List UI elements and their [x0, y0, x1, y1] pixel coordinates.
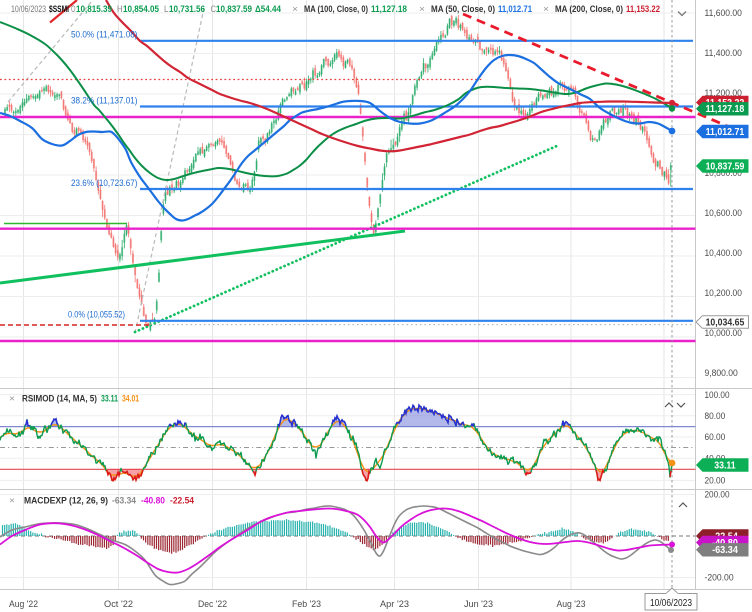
svg-text:Feb '23: Feb '23 [292, 599, 321, 610]
svg-text:50.0% (11,471.08): 50.0% (11,471.08) [71, 30, 138, 40]
svg-text:38.2% (11,137.01): 38.2% (11,137.01) [71, 96, 138, 106]
svg-text:200.00: 200.00 [705, 490, 730, 501]
svg-text:0.0% (10,055.52): 0.0% (10,055.52) [68, 310, 125, 320]
svg-text:33.11: 33.11 [714, 460, 736, 471]
svg-text:H: H [117, 4, 123, 15]
svg-text:10,000.00: 10,000.00 [705, 328, 742, 339]
svg-text:100.00: 100.00 [705, 390, 730, 401]
svg-text:×: × [9, 496, 15, 507]
svg-text:×: × [9, 394, 15, 405]
svg-text:11,400.00: 11,400.00 [705, 48, 742, 59]
svg-text:MA (100, Close, 0): MA (100, Close, 0) [304, 4, 368, 15]
svg-text:MA (50, Close, 0): MA (50, Close, 0) [431, 4, 495, 15]
svg-text:33.11: 33.11 [101, 394, 119, 405]
svg-text:23.6% (10,723.67): 23.6% (10,723.67) [71, 178, 138, 188]
svg-text:10,600.00: 10,600.00 [705, 208, 742, 219]
svg-text:10,400.00: 10,400.00 [705, 248, 742, 259]
svg-text:O: O [71, 4, 76, 15]
svg-text:×: × [419, 4, 425, 15]
svg-text:-200.00: -200.00 [705, 573, 734, 584]
svg-text:60.00: 60.00 [705, 432, 726, 443]
svg-text:10,837.59: 10,837.59 [706, 161, 745, 172]
svg-text:MACDEXP (12, 26, 9): MACDEXP (12, 26, 9) [24, 496, 108, 507]
svg-text:11,153.22: 11,153.22 [626, 4, 660, 15]
svg-text:Δ54.44: Δ54.44 [255, 4, 282, 15]
svg-text:80.00: 80.00 [705, 411, 726, 422]
svg-text:10,200.00: 10,200.00 [705, 288, 742, 299]
svg-text:10/06/2023: 10/06/2023 [650, 598, 692, 609]
svg-text:-40.80: -40.80 [141, 496, 165, 507]
svg-text:×: × [543, 4, 549, 15]
svg-text:Dec '22: Dec '22 [198, 599, 227, 610]
svg-text:20.00: 20.00 [705, 476, 726, 487]
svg-text:10/06/2023: 10/06/2023 [11, 4, 46, 15]
svg-text:Jun '23: Jun '23 [464, 599, 493, 610]
svg-text:10,034.65: 10,034.65 [706, 317, 745, 328]
svg-text:9,800.00: 9,800.00 [705, 368, 738, 379]
svg-text:11,012.71: 11,012.71 [498, 4, 533, 15]
svg-text:10,731.56: 10,731.56 [169, 4, 205, 15]
svg-text:-22.54: -22.54 [170, 496, 195, 507]
svg-text:10,815.39: 10,815.39 [76, 4, 112, 15]
svg-text:L: L [164, 4, 169, 15]
svg-text:-63.34: -63.34 [712, 545, 738, 556]
svg-text:-63.34: -63.34 [112, 496, 137, 507]
svg-text:Apr '23: Apr '23 [380, 599, 409, 610]
svg-text:34.01: 34.01 [122, 394, 140, 405]
svg-text:10,837.59: 10,837.59 [216, 4, 252, 15]
svg-text:10,854.05: 10,854.05 [123, 4, 160, 15]
svg-text:Aug '23: Aug '23 [557, 599, 586, 610]
svg-text:RSIMOD (14, MA, 5): RSIMOD (14, MA, 5) [22, 394, 97, 405]
svg-text:11,127.18: 11,127.18 [706, 104, 745, 115]
svg-text:11,127.18: 11,127.18 [371, 4, 407, 15]
svg-text:×: × [292, 4, 298, 15]
svg-text:11,012.71: 11,012.71 [706, 127, 745, 138]
svg-text:11,200.00: 11,200.00 [705, 88, 742, 99]
svg-text:$SSMI: $SSMI [49, 4, 69, 15]
svg-text:10,800.00: 10,800.00 [705, 168, 742, 179]
svg-text:C: C [211, 4, 217, 15]
svg-text:11,600.00: 11,600.00 [705, 8, 742, 19]
svg-text:Oct '22: Oct '22 [104, 599, 133, 610]
svg-text:Aug '22: Aug '22 [9, 599, 38, 610]
svg-text:MA (200, Close, 0): MA (200, Close, 0) [555, 4, 623, 15]
